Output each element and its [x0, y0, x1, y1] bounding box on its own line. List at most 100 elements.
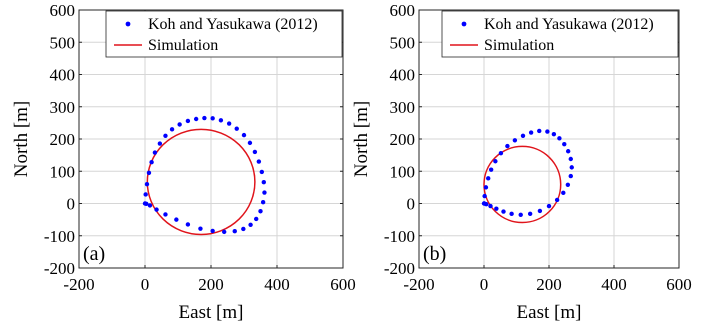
data-point: [149, 160, 154, 165]
y-tick-label: 500: [50, 33, 76, 52]
data-point: [169, 127, 175, 132]
data-point: [258, 209, 263, 214]
data-point: [554, 197, 560, 203]
y-axis-label: North [m]: [351, 101, 372, 178]
x-tick-label: 200: [198, 275, 224, 294]
y-tick-label: -100: [384, 227, 415, 246]
data-point: [174, 217, 179, 222]
data-point: [557, 136, 562, 141]
data-point: [256, 159, 262, 164]
data-point: [565, 149, 571, 154]
x-tick-label: 400: [601, 275, 627, 294]
x-tick-label: 600: [666, 275, 692, 294]
x-tick-label: 400: [264, 275, 290, 294]
y-axis-label: North [m]: [11, 101, 32, 178]
x-tick-label: -200: [63, 275, 94, 294]
data-point: [254, 216, 259, 222]
data-point: [259, 169, 265, 175]
data-point: [505, 143, 510, 149]
data-point: [146, 170, 152, 176]
data-point: [241, 226, 246, 232]
data-point: [568, 156, 573, 162]
y-tick-label: 0: [67, 195, 76, 214]
data-point: [210, 228, 215, 234]
legend-marker: [461, 21, 467, 27]
simulation-line: [483, 145, 562, 224]
y-tick-label: 0: [407, 195, 416, 214]
chart-panel-2: -200 0 200 400 600 -200 -100 0 100 200 300 400 500 60…: [351, 1, 692, 323]
data-point: [568, 173, 573, 179]
y-tick-label: 500: [390, 33, 416, 52]
data-point: [512, 138, 518, 143]
data-point: [546, 203, 552, 209]
data-point: [488, 167, 494, 172]
y-tick-label: 400: [50, 66, 76, 85]
y-tick-label: 400: [390, 66, 416, 85]
y-tick-label: 200: [50, 130, 76, 149]
data-point: [232, 229, 237, 234]
data-point: [501, 209, 506, 214]
y-tick-label: 300: [50, 98, 76, 117]
data-point: [509, 211, 514, 217]
data-point: [493, 159, 498, 164]
data-point: [494, 206, 499, 211]
data-point: [482, 201, 487, 206]
x-axis-label: East [m]: [517, 302, 582, 323]
data-point: [483, 185, 489, 190]
y-tick-label: 300: [390, 98, 416, 117]
data-point: [561, 190, 566, 196]
data-point: [198, 226, 203, 231]
data-point: [528, 130, 534, 135]
legend-label: Simulation: [148, 37, 218, 54]
data-point: [260, 200, 266, 205]
y-tick-label: -200: [44, 259, 75, 278]
data-point: [222, 229, 227, 235]
data-point: [177, 122, 182, 127]
data-point: [144, 181, 150, 187]
simulation-line: [146, 128, 256, 236]
legend-label: Koh and Yasukawa (2012): [484, 16, 654, 33]
y-tick-label: 100: [390, 162, 416, 181]
x-tick-label: 0: [141, 275, 150, 294]
legend-box: [105, 10, 343, 58]
data-point: [143, 192, 148, 197]
data-point: [185, 118, 191, 124]
data-point: [520, 133, 526, 138]
legend-box: [441, 10, 679, 58]
chart-panel-1: -200 0 200 400 600 -200 -100 0 100 200 300 400 500 60…: [11, 1, 356, 323]
y-tick-label: -100: [44, 227, 75, 246]
data-point: [569, 165, 574, 170]
legend-label: Simulation: [484, 37, 554, 54]
data-point: [562, 141, 567, 147]
x-tick-label: 600: [330, 275, 356, 294]
data-point: [261, 180, 266, 185]
panel-label: (b): [423, 243, 446, 265]
legend: Koh and Yasukawa (2012) Simulation: [441, 10, 679, 58]
legend-marker: [125, 21, 131, 27]
data-point: [247, 140, 253, 146]
data-point: [482, 193, 487, 199]
data-point: [202, 115, 207, 121]
data-point: [248, 222, 253, 227]
data-point: [185, 222, 191, 227]
y-tick-label: 200: [390, 130, 416, 149]
data-point: [545, 129, 550, 134]
data-point: [193, 116, 199, 122]
data-point: [163, 133, 168, 138]
x-tick-label: 0: [480, 275, 489, 294]
data-point: [537, 128, 542, 134]
data-point: [262, 190, 267, 195]
data-point: [163, 212, 168, 217]
data-point: [157, 141, 163, 146]
y-tick-label: -200: [384, 259, 415, 278]
y-tick-label: 600: [390, 1, 416, 20]
data-point: [154, 207, 159, 212]
data-point: [486, 176, 491, 181]
data-point: [565, 182, 571, 187]
data-point: [518, 212, 523, 217]
data-point: [147, 203, 153, 208]
data-point: [241, 132, 247, 138]
x-axis-label: East [m]: [179, 302, 244, 323]
data-point: [488, 203, 493, 209]
data-point: [498, 150, 504, 156]
